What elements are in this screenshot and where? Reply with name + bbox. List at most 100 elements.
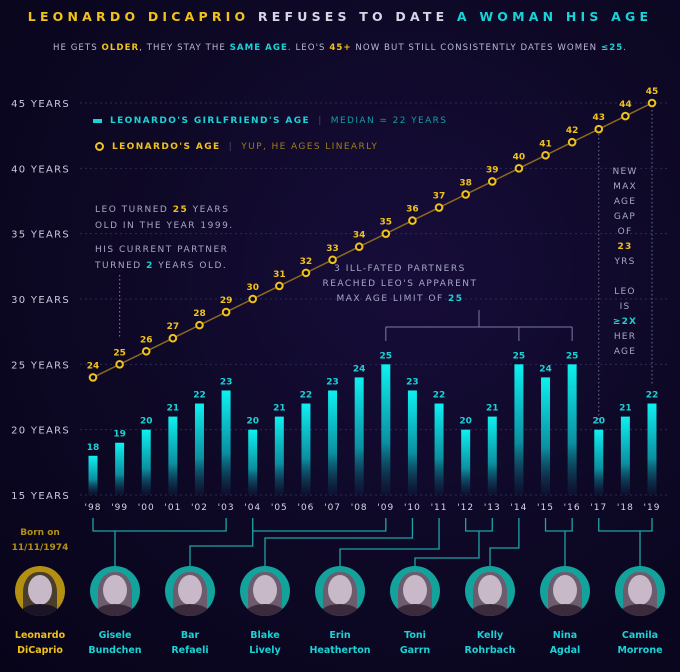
last-name: Agdal	[549, 645, 581, 656]
legend-leo-note: YUP, HE AGES LINEARLY	[241, 142, 379, 152]
bar	[141, 429, 151, 495]
person-name: Camila Morrone	[600, 628, 680, 658]
bar-value-label: 21	[167, 404, 180, 414]
avatar-shoulders	[20, 604, 60, 616]
person-partner[interactable]: Erin Heatherton	[300, 566, 380, 658]
person-partner[interactable]: Gisele Bundchen	[75, 566, 155, 658]
leo-age-point	[487, 177, 497, 186]
x-tick-label: '13	[484, 503, 501, 513]
x-tick-label: '00	[138, 503, 155, 513]
last-name: DiCaprio	[17, 645, 63, 656]
person-name: Toni Garrn	[375, 628, 455, 658]
bar-value-label: 21	[486, 404, 499, 414]
leo-age-point	[354, 242, 364, 252]
guide-lines	[119, 110, 653, 425]
y-tick-label: 25 YEARS	[11, 360, 70, 371]
title-leo: LEONARDO DICAPRIO	[27, 9, 250, 24]
leo-age-point	[567, 137, 577, 147]
x-tick-label: '98	[85, 503, 102, 513]
leo-age-label: 40	[513, 152, 526, 162]
y-tick-label: 15 YEARS	[11, 491, 70, 502]
connector-bracket	[252, 518, 387, 532]
y-tick-label: 20 YEARS	[11, 426, 70, 437]
text-highlight: 2	[146, 261, 154, 271]
bar	[594, 429, 604, 495]
annotation-line: GAP	[613, 212, 637, 222]
x-tick-label: '18	[617, 503, 634, 513]
x-tick-label: '01	[164, 503, 181, 513]
person-partner[interactable]: Blake Lively	[225, 566, 305, 658]
x-tick-label: '07	[324, 503, 341, 513]
year-connectors	[92, 518, 653, 568]
bar-value-label: 20	[459, 417, 472, 427]
y-tick-label: 35 YEARS	[11, 230, 70, 241]
connector-stem	[264, 518, 414, 568]
annotation-age-gap: NEW MAX AGE GAP OF 23 YRS LEO IS ≥2X HER…	[605, 165, 645, 360]
x-tick-label: '99	[111, 503, 128, 513]
last-name: Rohrbach	[464, 645, 516, 656]
avatar-partner	[465, 566, 515, 616]
leo-age-point	[541, 150, 550, 160]
bar-value-label: 24	[353, 364, 366, 374]
last-name: Bundchen	[88, 645, 142, 656]
annotation-line: OF	[617, 227, 633, 237]
x-tick-label: '19	[644, 503, 661, 513]
x-tick-label: '08	[351, 503, 368, 513]
annotation-line: 3 ILL-FATED PARTNERS	[334, 264, 466, 274]
person-partner[interactable]: Kelly Rohrbach	[450, 566, 530, 658]
bar-value-label: 20	[140, 417, 153, 427]
person-partner[interactable]: Bar Refaeli	[150, 566, 230, 658]
leo-age-point	[434, 203, 444, 212]
avatar-shoulders	[470, 604, 510, 616]
avatar-shoulders	[95, 604, 135, 616]
avatar-leo	[15, 566, 65, 616]
bar-value-label: 25	[566, 351, 579, 361]
connector-bracket	[92, 518, 227, 532]
bar-value-label: 19	[113, 430, 126, 440]
leo-birth-date: Born on 11/11/1974	[0, 526, 80, 556]
bar-value-label: 22	[433, 391, 446, 401]
text: LEO TURNED	[95, 205, 173, 215]
person-name: Bar Refaeli	[150, 628, 230, 658]
first-name: Erin	[329, 630, 351, 641]
bar-value-label: 25	[513, 351, 526, 361]
subtitle-part: , THEY STAY THE	[139, 43, 230, 53]
annotation-line: HIS CURRENT PARTNER	[95, 245, 229, 255]
chart-title: LEONARDO DICAPRIO REFUSES TO DATE A WOMA…	[0, 9, 680, 24]
leo-age-point	[647, 98, 657, 108]
avatar-partner	[165, 566, 215, 616]
subtitle-part: HE GETS	[52, 43, 102, 53]
person-partner[interactable]: Camila Morrone	[600, 566, 680, 658]
x-tick-label: '06	[297, 503, 314, 513]
subtitle-45plus: 45+	[329, 43, 352, 53]
x-tick-label: '14	[510, 503, 527, 513]
person-leo[interactable]: Leonardo DiCaprio	[0, 566, 80, 658]
born-date: 11/11/1974	[11, 543, 69, 553]
leo-age-point	[381, 229, 391, 238]
connector-stem	[189, 518, 254, 568]
leo-age-label: 33	[326, 244, 339, 254]
avatar-face	[328, 575, 352, 605]
leo-age-point	[514, 164, 524, 173]
bar	[274, 416, 284, 495]
person-partner[interactable]: Toni Garrn	[375, 566, 455, 658]
x-tick-label: '04	[244, 503, 261, 513]
x-tick-label: '03	[218, 503, 235, 513]
leo-age-label: 43	[592, 113, 605, 123]
leo-age-label: 41	[539, 139, 552, 149]
born-label: Born on	[20, 528, 60, 538]
connector-bracket	[544, 518, 573, 532]
y-tick-label: 45 YEARS	[11, 99, 70, 110]
bar	[541, 377, 551, 495]
last-name: Morrone	[617, 645, 663, 656]
leo-age-label: 38	[459, 178, 472, 188]
leo-age-point	[168, 333, 178, 343]
person-partner[interactable]: Nina Agdal	[525, 566, 605, 658]
last-name: Refaeli	[171, 645, 209, 656]
bar	[647, 403, 657, 495]
leo-age-label: 44	[619, 100, 632, 110]
avatar-partner	[540, 566, 590, 616]
subtitle-le25: ≤25	[600, 43, 624, 53]
leo-age-label: 24	[87, 361, 100, 371]
bar-value-label: 22	[193, 391, 206, 401]
